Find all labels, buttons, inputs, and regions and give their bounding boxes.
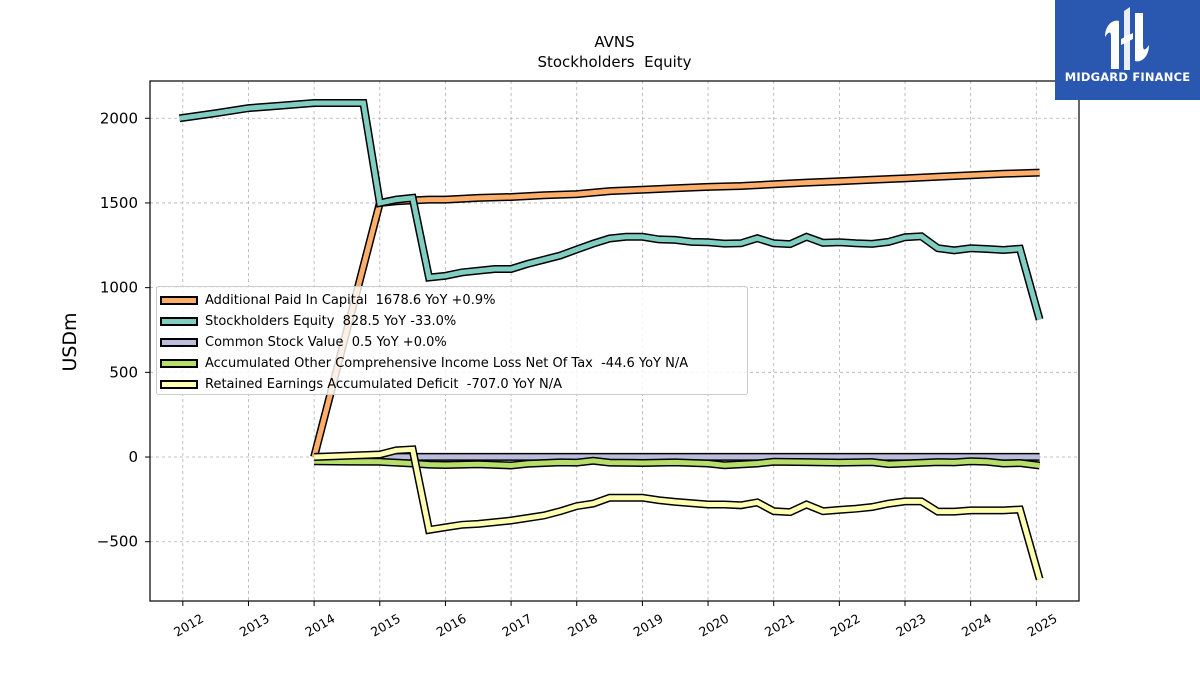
x-tick-label: 2019 <box>631 611 666 640</box>
y-tick-label: 1500 <box>100 194 138 212</box>
y-tick-label: 500 <box>109 363 138 381</box>
y-axis-label: USDm <box>59 312 81 371</box>
x-tick-label: 2013 <box>237 611 272 640</box>
legend-item-retained-earnings: Retained Earnings Accumulated Deficit -7… <box>157 374 747 395</box>
legend-label: Retained Earnings Accumulated Deficit -7… <box>205 377 563 392</box>
logo-mark-icon <box>1105 7 1149 70</box>
legend: Additional Paid In Capital 1678.6 YoY +0… <box>156 286 748 395</box>
legend-item-stockholders-equity: Stockholders Equity 828.5 YoY -33.0% <box>157 311 747 332</box>
x-tick-label: 2016 <box>434 611 469 640</box>
y-tick-label: 0 <box>128 448 138 466</box>
x-tick-label: 2012 <box>171 611 206 640</box>
x-tick-label: 2020 <box>696 611 731 640</box>
legend-item-common-stock-value: Common Stock Value 0.5 YoY +0.0% <box>157 332 747 353</box>
series-line-stockholders-equity <box>179 100 1043 321</box>
x-tick-label: 2025 <box>1025 611 1060 640</box>
legend-swatch <box>160 317 198 326</box>
y-tick-label: 2000 <box>100 109 138 127</box>
legend-swatch <box>160 296 198 305</box>
logo-text: MIDGARD FINANCE <box>1064 70 1191 84</box>
legend-label: Common Stock Value 0.5 YoY +0.0% <box>205 335 447 350</box>
series-lines <box>178 99 1044 581</box>
x-tick-label: 2018 <box>565 611 600 640</box>
series-line-retained-earnings-accumulated-deficit <box>314 446 1043 580</box>
midgard-finance-logo: MIDGARD FINANCE <box>1055 0 1200 100</box>
chart-subtitle: Stockholders Equity <box>537 53 691 71</box>
legend-label: Accumulated Other Comprehensive Income L… <box>205 356 689 371</box>
x-tick-label: 2024 <box>959 611 994 640</box>
chart-title: AVNS <box>594 33 634 51</box>
legend-label: Stockholders Equity 828.5 YoY -33.0% <box>205 314 457 329</box>
series-line-additional-paid-in-capital <box>311 170 1040 458</box>
x-tick-label: 2014 <box>302 611 337 640</box>
x-tick-label: 2015 <box>368 611 403 640</box>
x-tick-label: 2022 <box>828 611 863 640</box>
legend-label: Additional Paid In Capital 1678.6 YoY +0… <box>205 293 496 308</box>
y-tick-label: −500 <box>97 533 138 551</box>
legend-swatch <box>160 338 198 347</box>
x-tick-label: 2021 <box>762 611 797 640</box>
y-tick-label: 1000 <box>100 279 138 297</box>
series-line-accumulated-other-comprehensive-income-loss-net-of-tax <box>314 458 1040 469</box>
x-tick-label: 2023 <box>893 611 928 640</box>
legend-swatch <box>160 359 198 368</box>
series-outline-retained-earnings-accumulated-deficit <box>313 445 1044 581</box>
legend-item-accumulated-other-comprehensive-income: Accumulated Other Comprehensive Income L… <box>157 353 747 374</box>
plot-frame <box>149 80 1080 602</box>
legend-swatch <box>160 380 198 389</box>
x-tick-label: 2017 <box>499 611 534 640</box>
legend-item-additional-paid-in-capital: Additional Paid In Capital 1678.6 YoY +0… <box>157 290 747 311</box>
